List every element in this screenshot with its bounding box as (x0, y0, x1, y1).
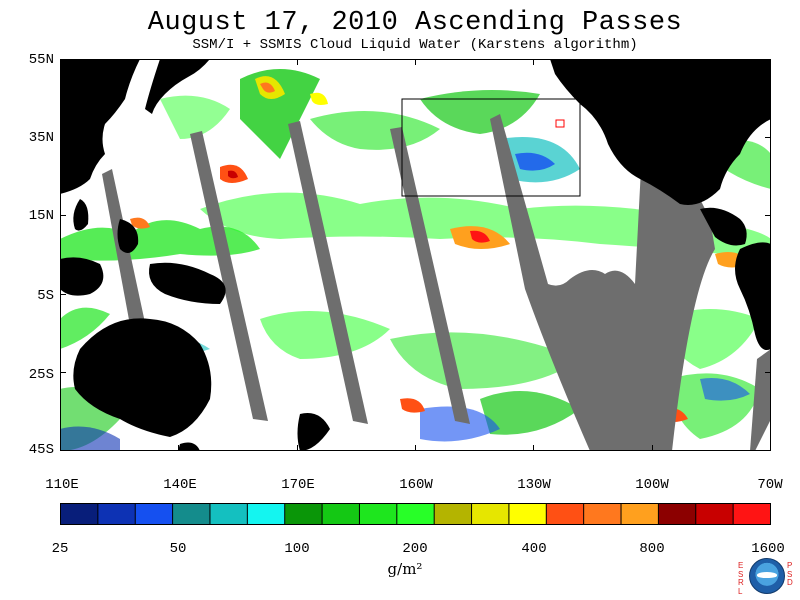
south-america (735, 242, 771, 350)
swath-gap-5 (490, 114, 715, 451)
japan-islands (145, 59, 210, 114)
philippines (117, 219, 139, 253)
colorbar-cell (508, 503, 547, 525)
cloud-water-map (60, 59, 771, 451)
colorbar-cell (471, 503, 510, 525)
highlight-marker (555, 119, 565, 128)
colorbar-cell (621, 503, 659, 525)
colorbar-cell (60, 503, 99, 525)
region-box (401, 98, 581, 197)
colorbar-label-50: 50 (169, 541, 187, 557)
new-guinea (149, 262, 226, 304)
colorbar-label-1600: 1600 (751, 541, 785, 557)
colorbar-cell (247, 503, 286, 525)
colorbar-cell (583, 503, 622, 525)
map-title: August 17, 2010 Ascending Passes (147, 8, 683, 38)
lat-label-5s: 5S (37, 288, 54, 304)
colorbar-cell (733, 503, 771, 525)
colorbar-cell (546, 503, 584, 525)
north-america (550, 59, 771, 205)
map-subtitle: SSM/I + SSMIS Cloud Liquid Water (Karste… (192, 37, 638, 53)
swath-gap-3 (288, 121, 368, 424)
lon-label-140e: 140E (163, 477, 197, 493)
central-america (700, 207, 747, 246)
lon-label-130w: 130W (517, 477, 551, 493)
lon-label-70w: 70W (757, 477, 783, 493)
lat-label-55n: 55N (28, 52, 54, 68)
swath-gap-6 (750, 349, 771, 451)
colorbar-label-800: 800 (639, 541, 665, 557)
lat-label-15n: 15N (28, 208, 54, 224)
map-frame (60, 59, 771, 451)
colorbar-label-100: 100 (284, 541, 310, 557)
swath-gap-4 (390, 127, 470, 424)
colorbar-cell (97, 503, 136, 525)
borneo (60, 257, 104, 296)
colorbar-label-25: 25 (51, 541, 69, 557)
lat-label-45s: 45S (28, 442, 54, 458)
noaa-emblem-icon (749, 558, 785, 594)
lat-label-35n: 35N (28, 130, 54, 146)
asia-coast (60, 59, 140, 194)
taiwan-philippines (73, 199, 89, 231)
colorbar-cell (695, 503, 734, 525)
lon-label-160w: 160W (399, 477, 433, 493)
lon-label-170e: 170E (281, 477, 315, 493)
colorbar-cell (359, 503, 398, 525)
lon-label-110e: 110E (45, 477, 79, 493)
swath-gap-2 (190, 131, 268, 421)
colorbar-units: g/m² (387, 560, 423, 578)
colorbar-cell (658, 503, 697, 525)
colorbar-label-200: 200 (402, 541, 428, 557)
australia (73, 318, 212, 437)
colorbar-cell (284, 503, 323, 525)
colorbar-cell (135, 503, 173, 525)
new-zealand (297, 413, 330, 451)
tasmania (178, 442, 200, 451)
colorbar-cell (209, 503, 248, 525)
colorbar-cell (172, 503, 211, 525)
colorbar (60, 503, 771, 525)
land-masses (60, 59, 771, 451)
colorbar-cell (322, 503, 360, 525)
lon-label-100w: 100W (635, 477, 669, 493)
no-data-swaths (102, 114, 771, 451)
colorbar-label-400: 400 (521, 541, 547, 557)
colorbar-cell (396, 503, 435, 525)
lat-label-25s: 25S (28, 367, 54, 383)
colorbar-cell (434, 503, 472, 525)
swath-gap-1 (102, 169, 147, 336)
colorbar-frame (60, 503, 771, 525)
